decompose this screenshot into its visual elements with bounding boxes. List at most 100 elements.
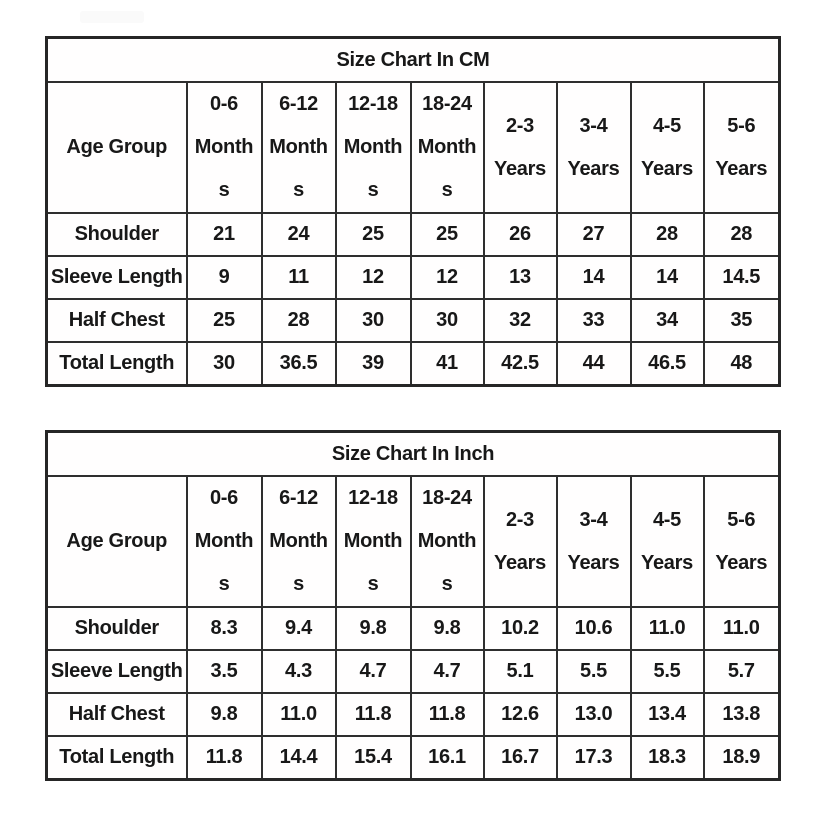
age-column-header: 5-6 Years	[702, 81, 781, 214]
header-line: Years	[715, 551, 768, 574]
value-cell: 11.0	[260, 692, 337, 737]
header-line: Month	[194, 530, 254, 552]
header-line: s	[367, 179, 379, 201]
header-line: Years	[567, 551, 620, 574]
measurement-row: Shoulder 21 24 25 25 26 27 28 28	[45, 212, 781, 257]
row-label-cell: Sleeve Length	[45, 649, 188, 694]
value-cell: 36.5	[260, 341, 337, 387]
measurement-row: Sleeve Length 9 11 12 12 13 14 14 14.5	[45, 255, 781, 300]
value-cell: 9.4	[260, 606, 337, 651]
value-cell: 30	[185, 341, 263, 387]
value-cell: 16.1	[409, 735, 485, 781]
header-line: 2-3	[505, 508, 534, 531]
header-line: Month	[194, 136, 254, 158]
value-cell: 10.6	[555, 606, 632, 651]
header-line: Month	[269, 530, 328, 552]
value-cell: 13.0	[555, 692, 632, 737]
value-cell: 5.1	[482, 649, 558, 694]
value-cell: 5.7	[702, 649, 781, 694]
value-cell: 39	[334, 341, 412, 387]
value-cell: 14.5	[702, 255, 781, 300]
value-cell: 27	[555, 212, 632, 257]
value-cell: 46.5	[629, 341, 705, 387]
value-cell: 48	[702, 341, 781, 387]
measurement-row: Total Length 30 36.5 39 41 42.5 44 46.5 48	[45, 341, 781, 387]
row-label-cell: Sleeve Length	[45, 255, 188, 300]
corner-header-cell: Age Group	[45, 81, 188, 214]
value-cell: 25	[334, 212, 412, 257]
value-cell: 25	[185, 298, 263, 343]
age-column-header: 3-4 Years	[555, 81, 632, 214]
value-cell: 10.2	[482, 606, 558, 651]
age-column-header: 18-24 Month s	[409, 81, 485, 214]
header-line: s	[367, 573, 379, 595]
faint-watermark-badge	[80, 11, 144, 23]
header-line: 0-6	[209, 487, 238, 509]
measurement-row: Shoulder 8.3 9.4 9.8 9.8 10.2 10.6 11.0 11.0	[45, 606, 781, 651]
header-line: 12-18	[348, 93, 398, 115]
value-cell: 14	[555, 255, 632, 300]
value-cell: 12	[409, 255, 485, 300]
header-line: 4-5	[652, 508, 681, 531]
value-cell: 4.7	[334, 649, 412, 694]
value-cell: 3.5	[185, 649, 263, 694]
age-column-header: 6-12 Month s	[260, 475, 337, 608]
value-cell: 30	[409, 298, 485, 343]
row-label-cell: Half Chest	[45, 692, 188, 737]
table-title: Size Chart In CM	[45, 36, 781, 83]
header-line: Month	[343, 530, 403, 552]
value-cell: 26	[482, 212, 558, 257]
value-cell: 9	[185, 255, 263, 300]
header-line: 4-5	[652, 114, 681, 137]
value-cell: 9.8	[409, 606, 485, 651]
value-cell: 9.8	[185, 692, 263, 737]
value-cell: 13.4	[629, 692, 705, 737]
row-label-cell: Shoulder	[45, 606, 188, 651]
row-label-cell: Half Chest	[45, 298, 188, 343]
header-line: 18-24	[422, 93, 472, 115]
header-line: 3-4	[579, 114, 608, 137]
value-cell: 25	[409, 212, 485, 257]
value-cell: 15.4	[334, 735, 412, 781]
value-cell: 21	[185, 212, 263, 257]
header-line: 5-6	[727, 508, 756, 531]
value-cell: 24	[260, 212, 337, 257]
header-line: Month	[269, 136, 328, 158]
header-line: 2-3	[505, 114, 534, 137]
value-cell: 28	[629, 212, 705, 257]
value-cell: 4.3	[260, 649, 337, 694]
value-cell: 35	[702, 298, 781, 343]
header-line: 0-6	[209, 93, 238, 115]
age-column-header: 4-5 Years	[629, 475, 705, 608]
age-column-header: 18-24 Month s	[409, 475, 485, 608]
value-cell: 12.6	[482, 692, 558, 737]
header-line: s	[218, 179, 230, 201]
value-cell: 11	[260, 255, 337, 300]
value-cell: 32	[482, 298, 558, 343]
header-line: s	[293, 179, 304, 201]
value-cell: 5.5	[629, 649, 705, 694]
header-line: 12-18	[348, 487, 398, 509]
row-label-cell: Shoulder	[45, 212, 188, 257]
value-cell: 28	[260, 298, 337, 343]
age-column-header: 0-6 Month s	[185, 475, 263, 608]
value-cell: 44	[555, 341, 632, 387]
header-row: Age Group 0-6 Month s 6-12 Month s 12-18 Month s 1…	[45, 81, 781, 214]
value-cell: 17.3	[555, 735, 632, 781]
size-chart-cm-table: Size Chart In CM Age Group 0-6 Month s 6-12 Mo…	[45, 36, 782, 387]
header-line: s	[441, 179, 453, 201]
value-cell: 18.9	[702, 735, 781, 781]
header-line: 18-24	[422, 487, 472, 509]
value-cell: 18.3	[629, 735, 705, 781]
age-column-header: 12-18 Month s	[334, 475, 412, 608]
header-line: Month	[417, 136, 477, 158]
header-line: s	[218, 573, 230, 595]
table-title: Size Chart In Inch	[45, 430, 781, 477]
value-cell: 4.7	[409, 649, 485, 694]
measurement-row: Half Chest 25 28 30 30 32 33 34 35	[45, 298, 781, 343]
title-row: Size Chart In Inch	[45, 430, 781, 477]
value-cell: 42.5	[482, 341, 558, 387]
value-cell: 11.0	[702, 606, 781, 651]
header-line: Years	[715, 157, 768, 180]
header-line: 5-6	[727, 114, 756, 137]
